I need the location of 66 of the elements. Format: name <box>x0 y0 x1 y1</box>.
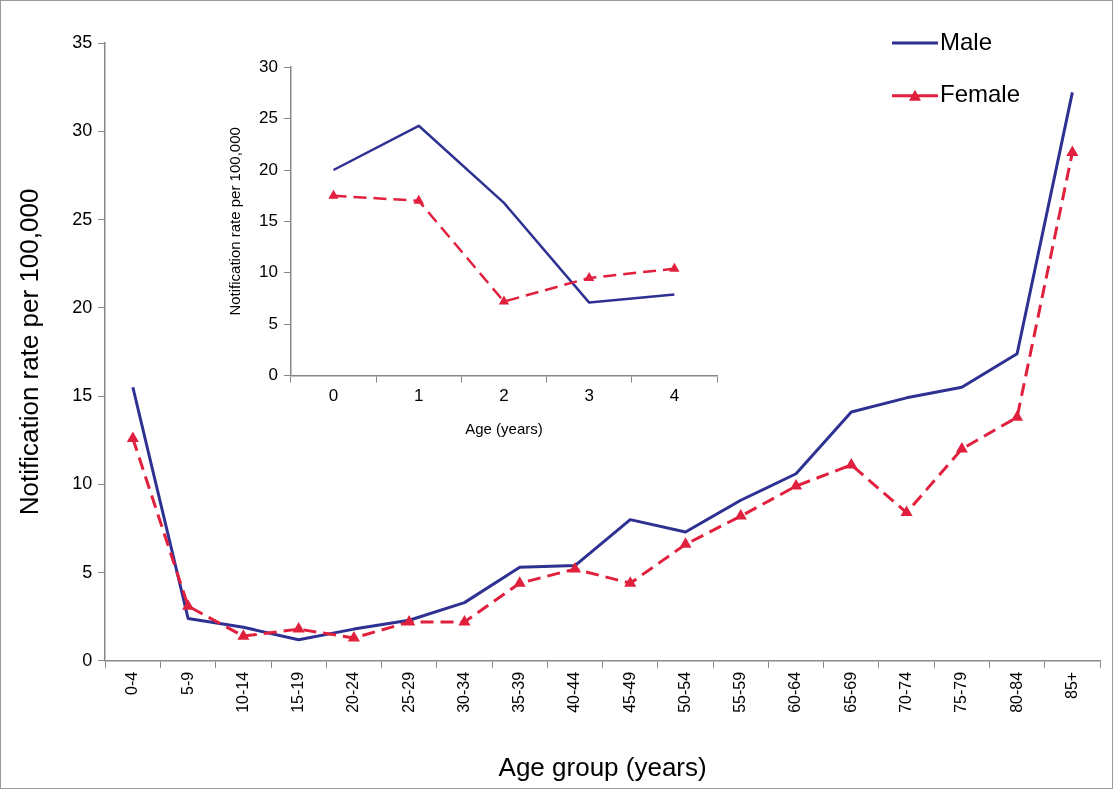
y-tick-label: 35 <box>72 31 93 52</box>
point <box>734 509 747 520</box>
x-tick-label: 50-54 <box>675 671 693 713</box>
x-axis-title: Age group (years) <box>498 751 707 782</box>
legend-label: Male <box>939 27 992 55</box>
y-axis-title: Notification rate per 100,000 <box>226 127 244 316</box>
x-tick-label: 85+ <box>1062 671 1080 700</box>
x-tick-label: 20-24 <box>344 671 362 713</box>
point <box>403 615 416 626</box>
legend-label: Female <box>939 80 1020 108</box>
point <box>669 262 680 272</box>
x-tick-label: 70-74 <box>896 671 914 713</box>
x-tick-label: 10-14 <box>233 671 251 713</box>
y-tick-label: 20 <box>72 296 93 317</box>
point <box>900 505 913 517</box>
x-tick-label: 75-79 <box>952 671 970 713</box>
x-tick-label: 3 <box>584 386 594 406</box>
x-tick-label: 25-29 <box>399 671 417 713</box>
point <box>568 562 582 573</box>
x-tick-label: 45-49 <box>620 671 638 713</box>
y-tick-label: 25 <box>258 108 278 128</box>
point <box>126 431 139 442</box>
x-tick-label: 35-39 <box>510 671 528 713</box>
point <box>458 615 471 626</box>
x-tick-label: 80-84 <box>1007 671 1025 713</box>
x-tick-label: 60-64 <box>786 671 804 713</box>
y-tick-label: 25 <box>72 208 93 229</box>
point <box>292 622 305 633</box>
y-tick-label: 30 <box>258 56 278 76</box>
y-tick-label: 5 <box>268 313 278 333</box>
point <box>237 629 250 640</box>
y-tick-label: 5 <box>82 561 93 582</box>
y-tick-label: 15 <box>258 211 278 231</box>
x-tick-label: 5-9 <box>178 671 196 695</box>
x-tick-label: 65-69 <box>841 671 859 713</box>
point <box>624 576 637 587</box>
point <box>1066 145 1079 156</box>
point <box>845 457 858 469</box>
point <box>513 576 526 587</box>
x-tick-label: 40-44 <box>565 671 583 713</box>
x-tick-label: 15-19 <box>289 671 307 713</box>
y-tick-label: 10 <box>258 262 278 282</box>
point <box>328 189 339 199</box>
x-tick-label: 4 <box>669 386 680 406</box>
point <box>347 630 360 642</box>
x-tick-label: 0 <box>328 386 339 406</box>
point <box>413 194 424 204</box>
x-tick-label: 0-4 <box>123 671 141 695</box>
y-tick-label: 10 <box>72 473 93 494</box>
point <box>679 537 692 548</box>
y-tick-label: 20 <box>258 159 278 179</box>
point <box>789 479 803 490</box>
y-axis-title: Notification rate per 100,000 <box>13 188 44 516</box>
y-tick-label: 15 <box>72 385 93 406</box>
x-tick-label: 55-59 <box>731 671 749 713</box>
point <box>583 271 595 281</box>
y-tick-label: 30 <box>72 120 93 141</box>
x-tick-label: 2 <box>499 386 509 406</box>
y-tick-label: 0 <box>268 365 278 385</box>
y-tick-label: 0 <box>82 649 93 670</box>
point <box>955 442 968 453</box>
point <box>498 295 510 305</box>
point <box>1011 410 1024 421</box>
x-tick-label: 1 <box>414 386 424 406</box>
x-tick-label: 30-34 <box>454 671 472 713</box>
x-axis-title: Age (years) <box>465 420 543 438</box>
